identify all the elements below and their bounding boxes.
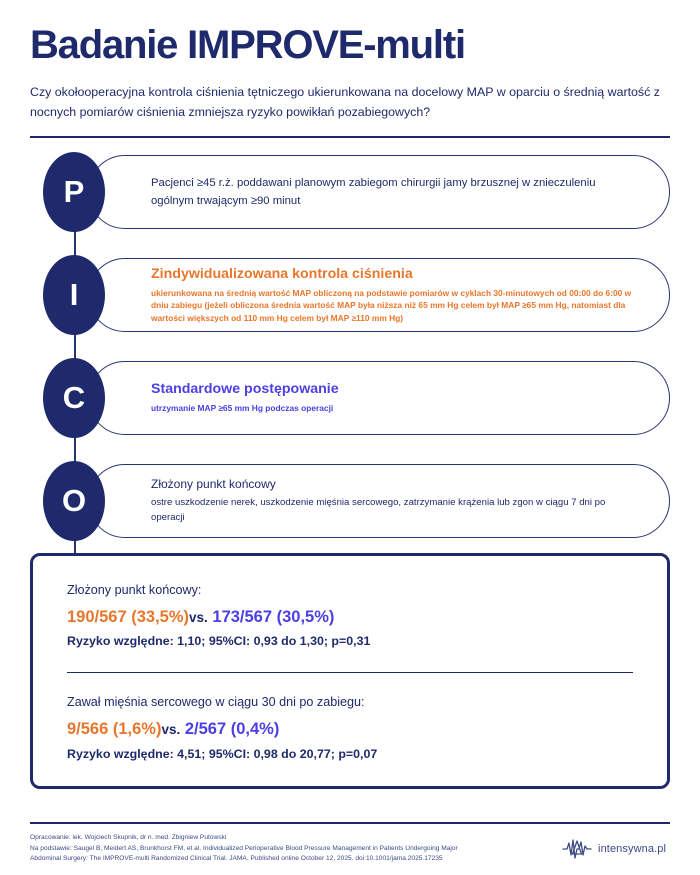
page-title: Badanie IMPROVE-multi	[30, 23, 466, 67]
results-box: Złożony punkt końcowy: 190/567 (33,5%)vs…	[30, 552, 670, 790]
pico-row-intervention: Zindywidualizowana kontrola ciśnienia uk…	[30, 254, 670, 335]
footer-attribution: Opracowanie: lek. Wojciech Skupnik, dr n…	[30, 833, 458, 865]
pico-card-intervention: Zindywidualizowana kontrola ciśnienia uk…	[88, 257, 670, 332]
pico-flow: Pacjenci ≥45 r.ż. poddawani planowym zab…	[30, 151, 670, 585]
pico-card-comparator: Standardowe postępowanie utrzymanie MAP …	[88, 360, 670, 435]
result-primary-figures: 190/567 (33,5%)vs. 173/567 (30,5%)	[67, 607, 633, 628]
result-secondary-label: Zawał mięśnia sercowego w ciągu 30 dni p…	[67, 695, 365, 710]
research-question: Czy okołooperacyjna kontrola ciśnienia t…	[30, 84, 660, 119]
result-secondary-stat: Ryzyko względne: 4,51; 95%CI: 0,98 do 20…	[67, 746, 378, 761]
result-secondary-control: 2/567 (0,4%)	[184, 719, 280, 738]
footer-line-citation-2: Abdominal Surgery: The IMPROVE-multi Ran…	[30, 855, 443, 863]
pico-badge-p: P	[43, 151, 105, 232]
pico-outcome-body: ostre uszkodzenie nerek, uszkodzenie mię…	[151, 497, 606, 523]
pico-badge-o: O	[43, 460, 105, 541]
pico-row-population: Pacjenci ≥45 r.ż. poddawani planowym zab…	[30, 151, 670, 232]
pico-row-comparator: Standardowe postępowanie utrzymanie MAP …	[30, 357, 670, 438]
result-primary-vs: vs.	[189, 609, 208, 625]
header-divider	[30, 135, 670, 138]
result-secondary-figures: 9/566 (1,6%)vs. 2/567 (0,4%)	[67, 719, 633, 740]
result-primary: Złożony punkt końcowy: 190/567 (33,5%)vs…	[67, 582, 633, 650]
footer: Opracowanie: lek. Wojciech Skupnik, dr n…	[30, 821, 670, 865]
result-primary-label: Złożony punkt końcowy:	[67, 582, 202, 597]
pico-card-population: Pacjenci ≥45 r.ż. poddawani planowym zab…	[88, 154, 670, 229]
pico-intervention-body: ukierunkowana na średnią wartość MAP obl…	[151, 287, 632, 323]
pico-intervention-heading: Zindywidualizowana kontrola ciśnienia	[151, 265, 413, 282]
result-primary-stat: Ryzyko względne: 1,10; 95%CI: 0,93 do 1,…	[67, 634, 371, 649]
result-secondary-vs: vs.	[161, 721, 181, 737]
footer-line-authors: Opracowanie: lek. Wojciech Skupnik, dr n…	[30, 833, 227, 841]
footer-line-citation-1: Na podstawie: Saugel B, Meidert AS, Brun…	[30, 844, 458, 852]
results-divider	[67, 671, 633, 674]
pico-comparator-heading: Standardowe postępowanie	[151, 381, 339, 398]
result-primary-control: 173/567 (30,5%)	[212, 607, 335, 626]
pico-row-outcome: Złożony punkt końcowy ostre uszkodzenie …	[30, 460, 670, 541]
ecg-heartbeat-icon	[562, 839, 592, 859]
pico-badge-i: I	[43, 254, 105, 335]
pico-comparator-body: utrzymanie MAP ≥65 mm Hg podczas operacj…	[151, 403, 334, 414]
pico-outcome-heading: Złożony punkt końcowy	[151, 476, 276, 491]
result-primary-intervention: 190/567 (33,5%)	[67, 607, 190, 626]
footer-divider	[30, 821, 670, 824]
result-secondary-intervention: 9/566 (1,6%)	[67, 719, 162, 738]
pico-population-body: Pacjenci ≥45 r.ż. poddawani planowym zab…	[151, 176, 596, 207]
result-secondary: Zawał mięśnia sercowego w ciągu 30 dni p…	[67, 694, 633, 762]
brand-logo: intensywna.pl	[562, 838, 670, 860]
brand-name: intensywna.pl	[598, 842, 666, 855]
pico-card-outcome: Złożony punkt końcowy ostre uszkodzenie …	[88, 463, 670, 538]
pico-badge-c: C	[43, 357, 105, 438]
